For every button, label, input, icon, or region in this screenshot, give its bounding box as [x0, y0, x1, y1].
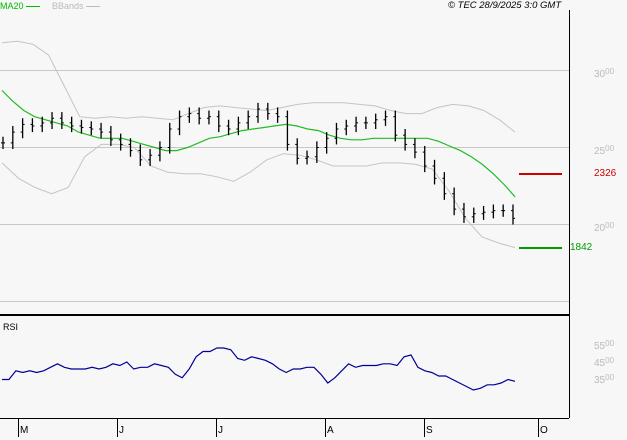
month-ticks	[18, 418, 539, 437]
month-label-s: S	[426, 425, 433, 436]
bollinger-lower-band	[1, 143, 516, 249]
price-label-3000: 3000	[594, 67, 615, 80]
legend-ma20: MA20	[0, 1, 24, 11]
ma20-line	[1, 90, 516, 198]
month-label-a: A	[327, 425, 334, 436]
support-level-label: 1842	[570, 242, 593, 253]
legend-bbands-swatch	[85, 6, 100, 8]
resistance-level-label: 2326	[594, 168, 617, 179]
ohlc-bars	[1, 102, 515, 225]
rsi-line	[2, 347, 516, 391]
legend-ma20-swatch	[25, 6, 40, 8]
month-label-m: M	[20, 425, 29, 436]
copyright-timestamp: © TEC 28/9/2025 3:0 GMT	[448, 0, 562, 11]
rsi-title: RSI	[3, 322, 19, 332]
price-gridlines	[0, 70, 569, 302]
price-label-2000: 2000	[594, 221, 615, 234]
price-label-2500: 2500	[594, 144, 615, 157]
rsi-label-45: 4500	[594, 356, 615, 369]
rsi-label-35: 3500	[594, 373, 615, 386]
chart-legend: MA20 BBands	[0, 0, 100, 12]
rsi-label-55: 5500	[594, 339, 615, 352]
legend-bbands: BBands	[52, 1, 84, 11]
month-label-o: O	[540, 425, 548, 436]
month-label-j1: J	[119, 425, 124, 436]
month-label-j2: J	[218, 425, 223, 436]
